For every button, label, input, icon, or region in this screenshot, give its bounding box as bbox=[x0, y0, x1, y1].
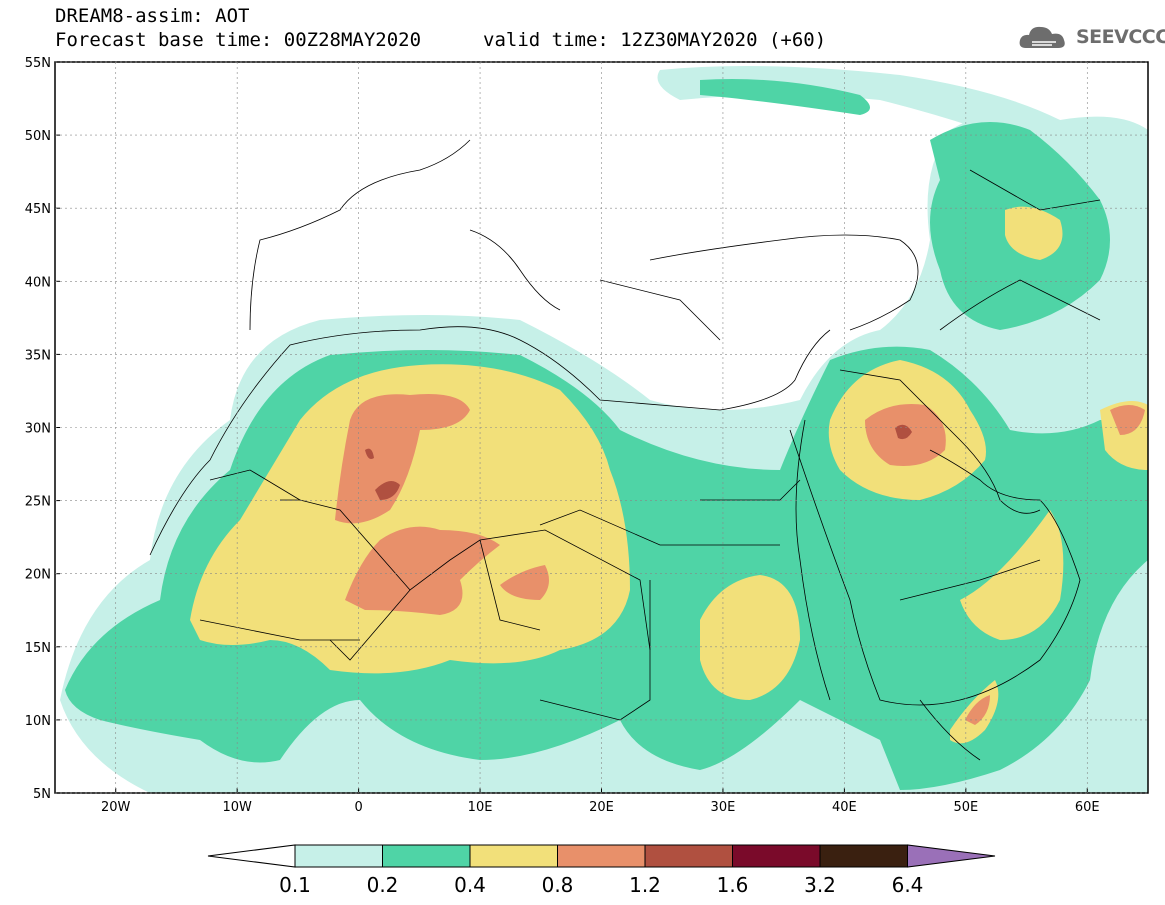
logo-text: SEEVCCC bbox=[1076, 26, 1165, 48]
valid-time: valid time: 12Z30MAY2020 (+60) bbox=[483, 29, 827, 51]
colorbar-label: 0.8 bbox=[541, 873, 574, 897]
lon-label: 40E bbox=[832, 800, 857, 815]
lon-label: 10W bbox=[222, 800, 252, 815]
cloud-icon bbox=[1019, 26, 1065, 48]
lat-label: 5N bbox=[33, 787, 51, 802]
colorbar bbox=[207, 844, 996, 868]
lon-label: 20W bbox=[101, 800, 131, 815]
lon-label: 30E bbox=[711, 800, 736, 815]
longitude-labels: 20W 10W 0 10E 20E 30E 40E 50E 60E bbox=[101, 800, 1100, 815]
colorbar-label: 0.4 bbox=[454, 873, 486, 897]
colorbar-label: 1.6 bbox=[716, 873, 749, 897]
colorbar-label: 6.4 bbox=[891, 873, 924, 897]
colorbar-bin bbox=[294, 844, 383, 868]
colorbar-bin bbox=[819, 844, 908, 868]
colorbar-low-extension bbox=[207, 844, 296, 868]
colorbar-bin bbox=[557, 844, 646, 868]
lat-label: 35N bbox=[25, 348, 51, 363]
map-title: DREAM8-assim: AOT bbox=[55, 5, 250, 27]
lat-label: 40N bbox=[25, 275, 51, 290]
lon-label: 50E bbox=[953, 800, 978, 815]
lat-label: 10N bbox=[25, 714, 51, 729]
colorbar-bin bbox=[732, 844, 821, 868]
latitude-labels: 55N 50N 45N 40N 35N 30N 25N 20N 15N 10N 5N bbox=[25, 56, 51, 802]
lon-label: 0 bbox=[354, 800, 362, 815]
colorbar-label: 0.1 bbox=[279, 873, 311, 897]
lat-label: 25N bbox=[25, 495, 51, 510]
coastlines bbox=[149, 139, 1101, 761]
colorbar-label: 3.2 bbox=[804, 873, 836, 897]
lat-label: 30N bbox=[25, 422, 51, 437]
seevccc-logo: SEEVCCC bbox=[1018, 22, 1165, 52]
colorbar-bin bbox=[382, 844, 471, 868]
lat-label: 15N bbox=[25, 641, 51, 656]
colorbar-label: 0.2 bbox=[366, 873, 399, 897]
lat-label: 50N bbox=[25, 129, 51, 144]
lat-label: 20N bbox=[25, 568, 51, 583]
lon-label: 60E bbox=[1075, 800, 1100, 815]
lat-label: 45N bbox=[25, 202, 51, 217]
lon-label: 10E bbox=[468, 800, 493, 815]
colorbar-bin bbox=[469, 844, 558, 868]
lon-label: 20E bbox=[589, 800, 614, 815]
lat-label: 55N bbox=[25, 56, 51, 71]
colorbar-bin bbox=[644, 844, 733, 868]
colorbar-label: 1.2 bbox=[629, 873, 661, 897]
forecast-base-time: Forecast base time: 00Z28MAY2020 bbox=[55, 29, 422, 51]
aot-field bbox=[60, 66, 1148, 793]
colorbar-high-extension bbox=[907, 844, 996, 868]
axis-ticks bbox=[55, 61, 1148, 794]
